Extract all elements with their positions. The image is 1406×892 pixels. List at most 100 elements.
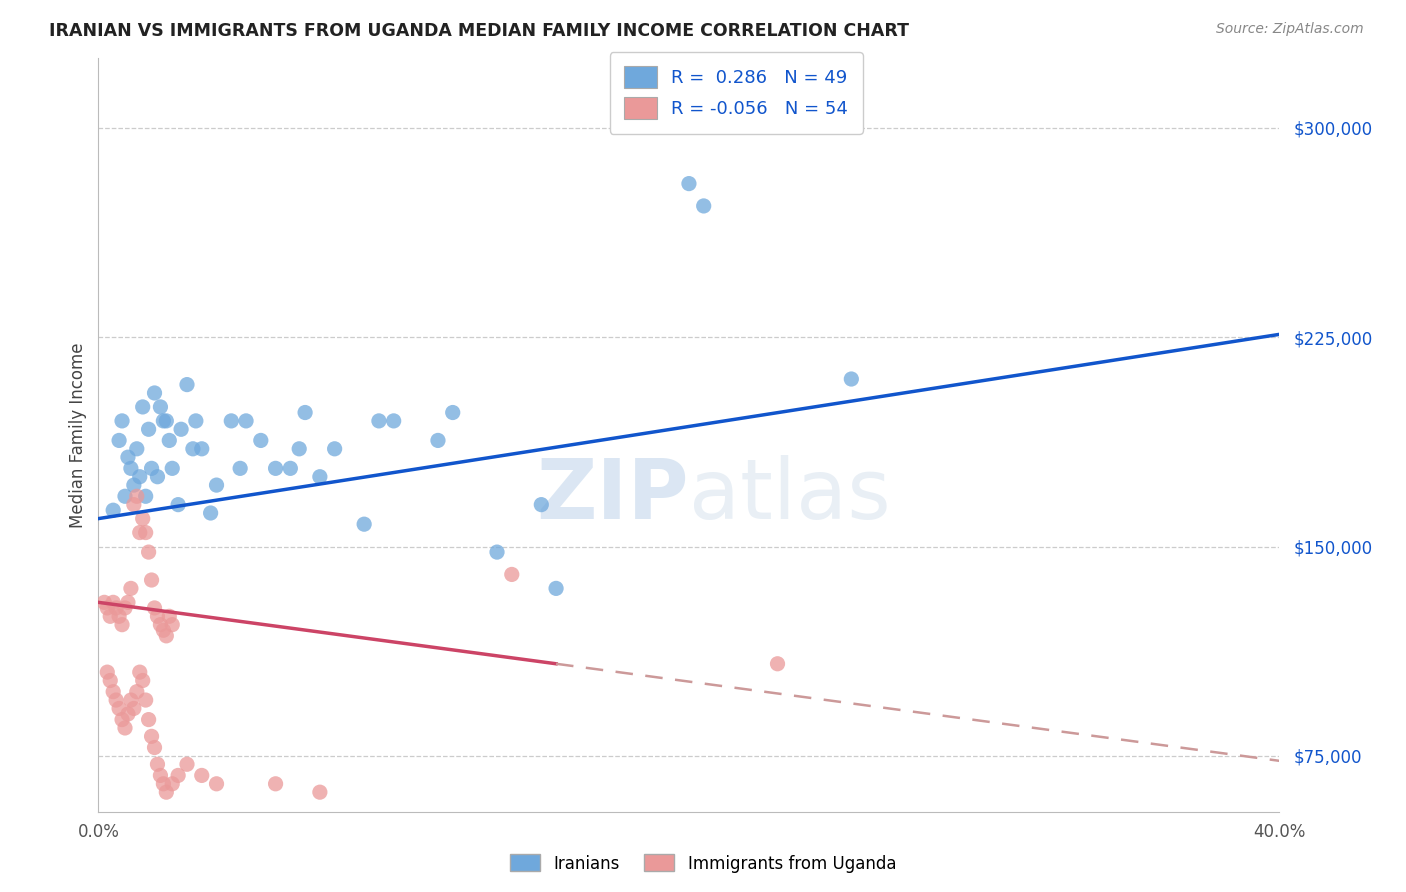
Point (146, 757, 169, 772)
Point (766, 657, 789, 671)
Point (181, 442, 204, 456)
Point (122, 478, 145, 492)
Point (149, 617, 172, 632)
Point (205, 478, 228, 492)
Point (162, 617, 183, 632)
Point (132, 673, 155, 688)
Point (138, 545, 160, 559)
Point (152, 414, 174, 428)
Point (93, 595, 115, 609)
Point (111, 617, 134, 632)
Point (103, 684, 125, 698)
Point (141, 573, 163, 587)
Point (235, 414, 257, 428)
Point (839, 372, 862, 386)
Point (152, 624, 174, 638)
Point (135, 693, 157, 707)
Point (278, 461, 302, 475)
Point (128, 469, 150, 483)
Point (120, 693, 142, 707)
Point (544, 582, 567, 596)
Point (103, 595, 125, 609)
Point (108, 609, 131, 624)
Point (441, 405, 464, 419)
Point (135, 489, 157, 503)
Point (162, 777, 183, 791)
Point (143, 740, 166, 755)
Point (486, 545, 509, 559)
Text: ZIP: ZIP (537, 455, 689, 536)
Point (323, 442, 346, 456)
Point (98, 609, 121, 624)
Point (138, 422, 160, 436)
Point (125, 684, 148, 698)
Point (264, 777, 287, 791)
Point (111, 713, 134, 727)
Point (132, 400, 155, 414)
Point (143, 601, 166, 615)
Point (184, 414, 207, 428)
Point (250, 434, 273, 448)
Point (264, 461, 287, 475)
Point (157, 434, 180, 448)
Point (114, 721, 136, 735)
Point (155, 629, 177, 643)
Point (138, 713, 160, 727)
Point (501, 567, 523, 582)
Point (353, 517, 375, 532)
Point (117, 706, 139, 721)
Point (128, 525, 150, 540)
Point (200, 506, 222, 520)
Point (229, 461, 252, 475)
Point (176, 377, 198, 392)
Point (122, 701, 145, 715)
Point (155, 785, 177, 799)
Point (120, 461, 142, 475)
Point (103, 503, 125, 517)
Point (146, 609, 169, 624)
Point (125, 442, 148, 456)
Text: atlas: atlas (689, 455, 890, 536)
Text: IRANIAN VS IMMIGRANTS FROM UGANDA MEDIAN FAMILY INCOME CORRELATION CHART: IRANIAN VS IMMIGRANTS FROM UGANDA MEDIAN… (49, 22, 910, 40)
Legend: R =  0.286   N = 49, R = -0.056   N = 54: R = 0.286 N = 49, R = -0.056 N = 54 (610, 52, 862, 134)
Point (219, 414, 242, 428)
Point (678, 177, 700, 191)
Point (191, 768, 214, 782)
Point (294, 405, 316, 419)
Point (108, 434, 131, 448)
Point (155, 414, 177, 428)
Point (530, 498, 553, 512)
Point (146, 469, 169, 483)
Point (114, 601, 136, 615)
Point (114, 489, 136, 503)
Point (105, 601, 128, 615)
Legend: Iranians, Immigrants from Uganda: Iranians, Immigrants from Uganda (503, 847, 903, 880)
Point (111, 414, 134, 428)
Point (125, 489, 148, 503)
Point (98, 673, 121, 688)
Point (157, 609, 180, 624)
Point (162, 461, 183, 475)
Point (128, 665, 150, 680)
Point (176, 757, 198, 772)
Point (96, 665, 118, 680)
Text: Source: ZipAtlas.com: Source: ZipAtlas.com (1216, 22, 1364, 37)
Point (117, 450, 139, 465)
Point (135, 525, 157, 540)
Point (288, 442, 311, 456)
Point (427, 434, 450, 448)
Point (149, 400, 172, 414)
Point (205, 777, 228, 791)
Point (382, 414, 405, 428)
Point (141, 461, 163, 475)
Point (132, 511, 155, 525)
Point (170, 422, 193, 436)
Point (122, 498, 145, 512)
Point (117, 595, 139, 609)
Point (141, 730, 163, 744)
Point (309, 785, 332, 799)
Point (143, 386, 166, 401)
Point (108, 701, 131, 715)
Point (152, 777, 174, 791)
Point (167, 498, 190, 512)
